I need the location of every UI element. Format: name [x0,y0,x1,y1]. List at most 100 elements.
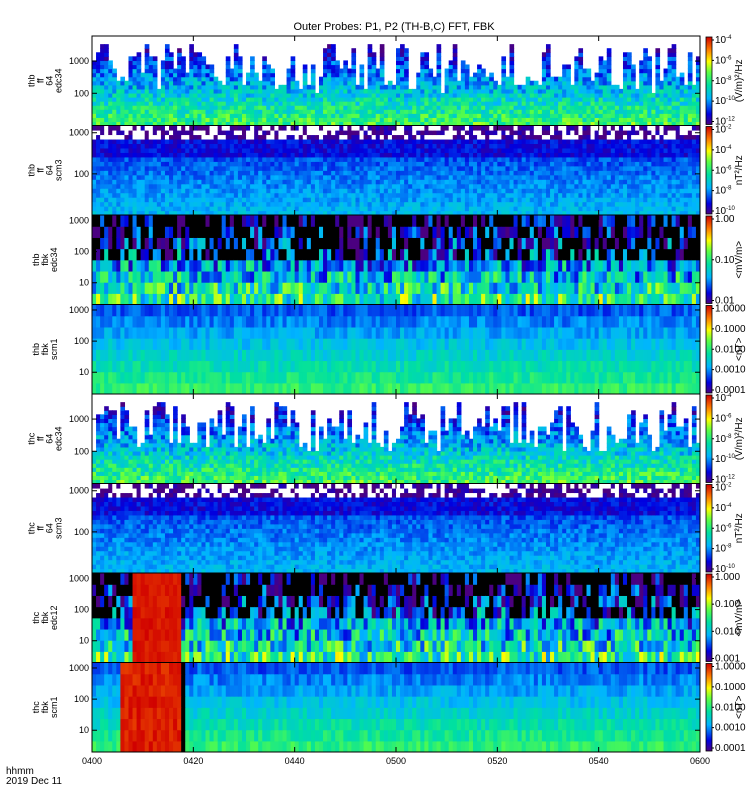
x-tick-label: 0400 [82,756,102,766]
colorbar [705,215,713,304]
spectrogram-cells [92,394,700,484]
colorbar-label: (V/m)²/Hz [734,417,745,460]
spectrogram-cells [92,36,700,126]
y-tick-label: 100 [74,605,89,615]
y-tick-label: 10 [79,278,89,288]
colorbar-tick-label: 0.0001 [715,385,746,396]
panel-y-label: thbfbkedc34 [31,247,59,272]
colorbar-tick-label: 0.01 [715,296,735,307]
y-tick-label: 100 [74,446,89,456]
y-tick-label: 100 [74,694,89,704]
colorbar-tick-label: 10-8 [715,76,732,87]
colorbar-tick-label: 10-4 [715,503,732,514]
colorbar-tick-label: 10-4 [715,145,732,156]
panel-y-label: thbff64scm3 [27,159,64,181]
colorbar-label: nT²/Hz [734,155,745,185]
spectrogram-cells [92,215,700,305]
panel-thb-fbk-e: 10 100 1000 thbfbkedc34 1.00 0.10 0.01 <mV/m> [31,214,745,307]
colorbar-tick-label: 10-8 [715,434,732,445]
panel-thc-ffp-b: 100 1000 thcff64scm3 10-2 10-4 10-6 10-8 10-10 n… [27,483,746,576]
panel-y-label: thbff64edc34 [27,68,64,93]
colorbar-tick-label: 0.0001 [715,743,746,754]
spectrogram-cells [92,483,700,573]
colorbar [705,484,713,573]
panel-tha-ffp-e: 100 1000 thbff64edc34 10-4 10-6 10-8 10-10 10-1… [27,35,746,128]
y-tick-label: 1000 [69,128,89,138]
x-tick-label: 0420 [183,756,203,766]
colorbar-tick-label: 10-6 [715,523,732,534]
colorbar-tick-label: 0.0100 [715,344,746,355]
y-tick-label: 10 [79,636,89,646]
x-axis: 0400 0420 0440 0500 0520 0540 0600 [82,36,710,766]
colorbar-label: <mV/m> [734,241,745,279]
x-axis-unit-label: hhmm [6,766,34,777]
colorbar-tick-label: 0.100 [715,599,740,610]
colorbar-tick-label: 10-10 [715,206,735,217]
x-tick-label: 0600 [690,756,710,766]
y-tick-label: 100 [74,169,89,179]
colorbar-tick-label: 10-4 [715,35,732,46]
colorbar-tick-label: 10-4 [715,393,732,404]
colorbar-tick-label: 0.0100 [715,702,746,713]
y-tick-label: 100 [74,247,89,257]
colorbar-tick-label: 1.00 [715,214,735,225]
colorbar-label: <nT> [734,695,745,719]
colorbar-label: nT²/Hz [734,513,745,543]
x-tick-label: 0440 [285,756,305,766]
colorbar-tick-label: 10-10 [715,564,735,575]
x-tick-label: 0500 [386,756,406,766]
date-label: 2019 Dec 11 [6,776,62,787]
panel-thc-fbk-e: 10 100 1000 thcfbkedc12 1.000 0.100 0.010 0.001… [31,572,745,665]
x-tick-label: 0520 [487,756,507,766]
colorbar [705,394,713,483]
y-tick-label: 100 [74,527,89,537]
colorbar-tick-label: 10-6 [715,413,732,424]
colorbar-tick-label: 10-10 [715,454,735,465]
figure-title: Outer Probes: P1, P2 (TH-B,C) FFT, FBK [293,21,495,33]
colorbar-tick-label: 10-8 [715,186,732,197]
colorbar-tick-label: 10-12 [715,117,735,128]
colorbar-tick-label: 0.1000 [715,324,746,335]
colorbar [705,663,713,752]
panel-y-label: thcff64edc34 [27,426,64,451]
spectrogram-cells [92,304,700,394]
colorbar-tick-label: 1.0000 [715,304,746,315]
colorbar-tick-label: 10-6 [715,55,732,66]
panel-thb-fbk-b: 10 100 1000 thbfbkscm1 1.0000 0.1000 0.0100 0.0… [31,304,746,397]
panel-y-label: thcfbkscm1 [31,696,59,718]
colorbar-tick-label: 0.0010 [715,365,746,376]
y-tick-label: 100 [74,88,89,98]
colorbar-tick-label: 1.0000 [715,662,746,673]
panel-y-label: thbfbkscm1 [31,338,59,360]
y-tick-label: 100 [74,336,89,346]
panels-group: 100 1000 thbff64edc34 10-4 10-6 10-8 10-10 10-1… [27,35,747,754]
panel-thb-ffp-b: 100 1000 thbff64scm3 10-2 10-4 10-6 10-8 10-10 n… [27,125,746,218]
y-tick-label: 1000 [69,215,89,225]
colorbar-label: <nT> [734,337,745,361]
colorbar-label: (V/m)²/Hz [734,59,745,102]
y-tick-label: 10 [79,367,89,377]
colorbar [705,305,713,394]
panel-y-label: thcfbkedc12 [31,605,59,630]
colorbar-tick-label: 1.000 [715,572,740,583]
y-tick-label: 1000 [69,663,89,673]
colorbar-tick-label: 10-12 [715,475,735,486]
panel-y-label: thcff64scm3 [27,517,64,539]
y-tick-label: 1000 [69,414,89,424]
colorbar [705,573,713,662]
colorbar-tick-label: 0.010 [715,626,740,637]
panel-thc-fbk-b: 10 100 1000 thcfbkscm1 1.0000 0.1000 0.0100 0.0… [31,662,746,755]
colorbar [705,36,713,125]
colorbar [705,126,713,215]
colorbar-tick-label: 0.10 [715,255,735,266]
colorbar-tick-label: 0.1000 [715,682,746,693]
colorbar-tick-label: 10-6 [715,165,732,176]
colorbar-label: <mV/m> [734,599,745,637]
panel-thc-ffp-e: 100 1000 thcff64edc34 10-4 10-6 10-8 10-10 10-1… [27,393,746,486]
y-tick-label: 10 [79,725,89,735]
colorbar-tick-label: 10-10 [715,96,735,107]
colorbar-tick-label: 10-2 [715,125,732,136]
spectrogram-cells [92,662,700,752]
colorbar-tick-label: 10-8 [715,544,732,555]
